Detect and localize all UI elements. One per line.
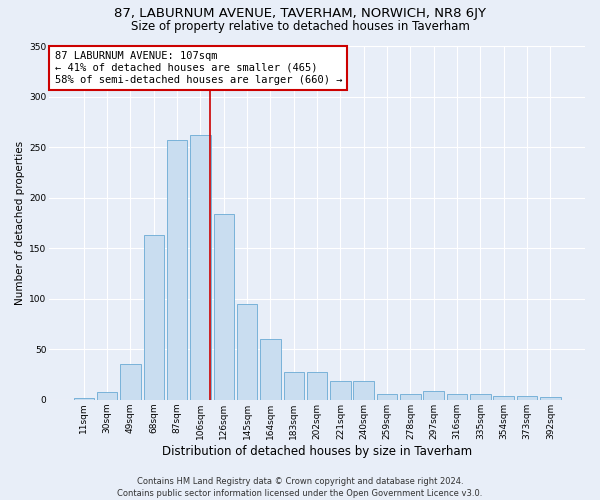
- Text: 87, LABURNUM AVENUE, TAVERHAM, NORWICH, NR8 6JY: 87, LABURNUM AVENUE, TAVERHAM, NORWICH, …: [114, 8, 486, 20]
- Y-axis label: Number of detached properties: Number of detached properties: [15, 141, 25, 305]
- Bar: [74, 398, 94, 400]
- Bar: [190, 135, 211, 400]
- Bar: [377, 394, 397, 400]
- X-axis label: Distribution of detached houses by size in Taverham: Distribution of detached houses by size …: [162, 444, 472, 458]
- Bar: [143, 235, 164, 400]
- Bar: [97, 392, 118, 400]
- Bar: [214, 214, 234, 400]
- Bar: [284, 372, 304, 400]
- Bar: [517, 396, 538, 400]
- Bar: [400, 394, 421, 400]
- Bar: [493, 396, 514, 400]
- Text: Size of property relative to detached houses in Taverham: Size of property relative to detached ho…: [131, 20, 469, 33]
- Bar: [307, 372, 328, 400]
- Bar: [353, 380, 374, 400]
- Bar: [470, 394, 491, 400]
- Bar: [540, 397, 560, 400]
- Bar: [424, 390, 444, 400]
- Bar: [167, 140, 187, 400]
- Text: 87 LABURNUM AVENUE: 107sqm
← 41% of detached houses are smaller (465)
58% of sem: 87 LABURNUM AVENUE: 107sqm ← 41% of deta…: [55, 52, 342, 84]
- Bar: [330, 380, 350, 400]
- Text: Contains HM Land Registry data © Crown copyright and database right 2024.
Contai: Contains HM Land Registry data © Crown c…: [118, 476, 482, 498]
- Bar: [120, 364, 141, 400]
- Bar: [260, 339, 281, 400]
- Bar: [447, 394, 467, 400]
- Bar: [237, 304, 257, 400]
